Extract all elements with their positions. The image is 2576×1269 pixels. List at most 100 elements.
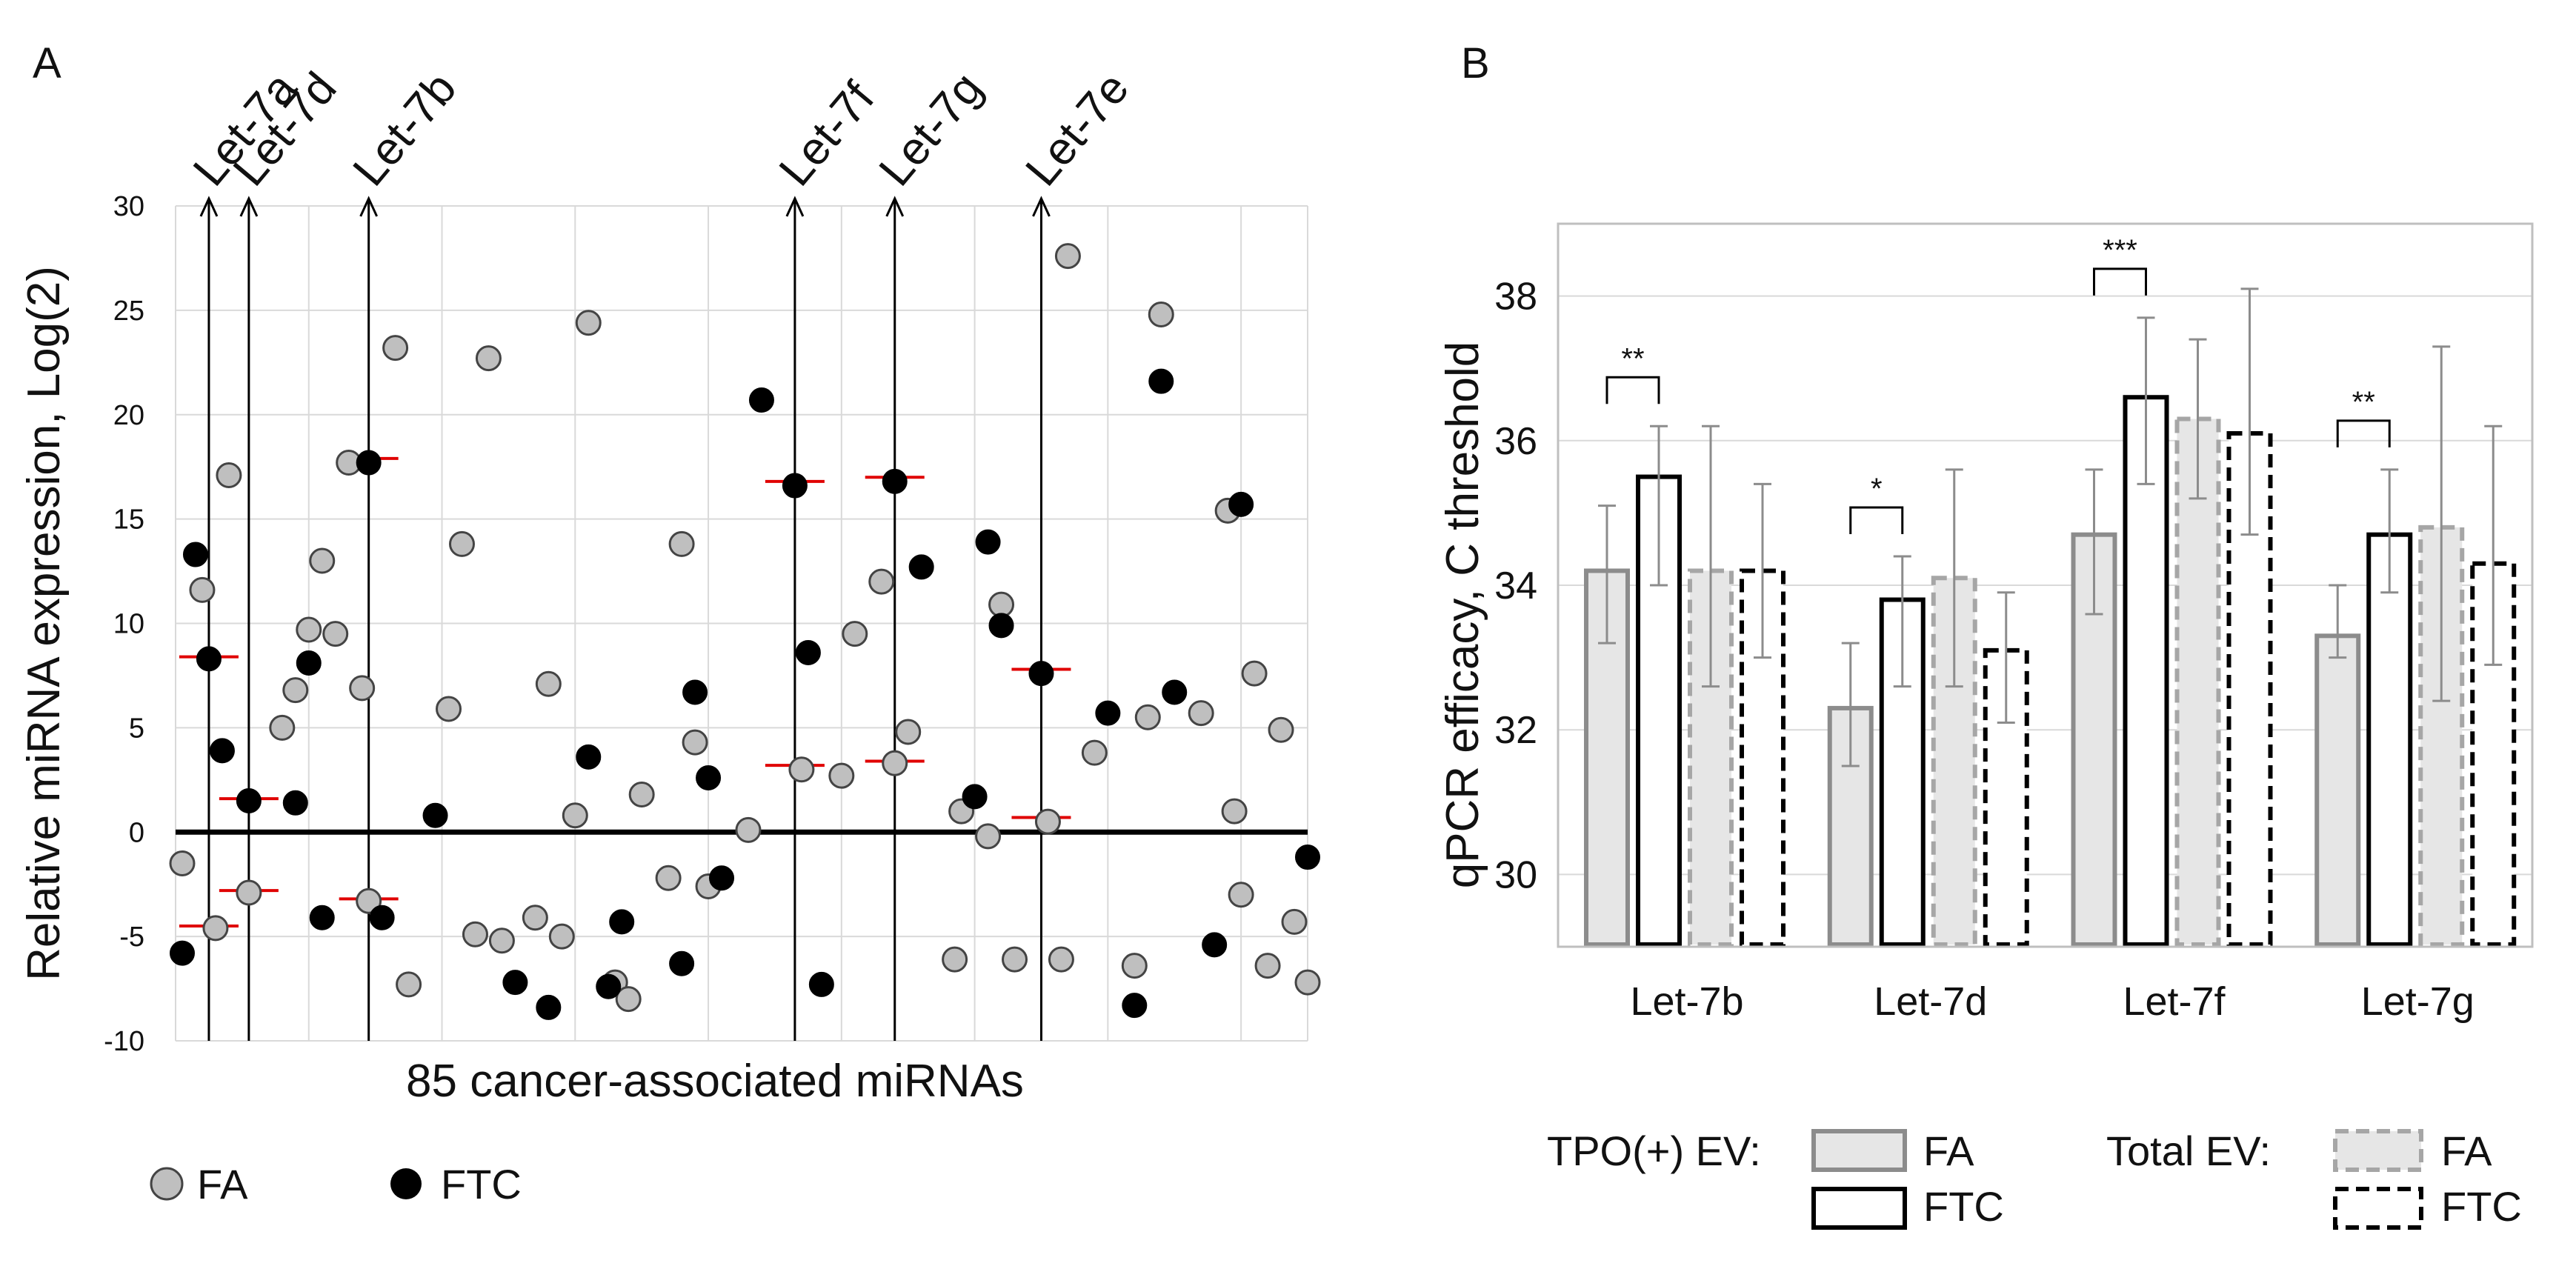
ftc-point <box>576 744 602 770</box>
significance-bracket <box>1605 376 1660 404</box>
ftc-point <box>1228 491 1254 517</box>
y-tick-label-b: 34 <box>1494 564 1537 607</box>
y-tick-label-a: 5 <box>129 713 144 744</box>
fa-point <box>356 887 382 914</box>
y-tick-label-a: 10 <box>113 609 144 640</box>
ftc-point <box>808 971 834 997</box>
fa-point <box>868 568 895 595</box>
fa-point <box>282 677 309 704</box>
legend-total-ftc-swatch <box>2333 1187 2423 1230</box>
fa-point <box>828 762 855 789</box>
y-tick-label-b: 32 <box>1494 709 1537 752</box>
bar-total-fa <box>2418 524 2465 947</box>
legend-ftc-marker <box>390 1168 422 1199</box>
panel-a-yticks: -10 -5 0 5 10 15 20 25 30 <box>104 191 144 1057</box>
fa-point <box>975 823 1002 850</box>
fa-point <box>382 335 409 362</box>
bar-tpo-ftc <box>2366 532 2413 947</box>
ftc-point <box>422 802 448 828</box>
panel-b-categories: Let-7b Let-7d Let-7f Let-7g <box>1630 979 2474 1024</box>
fa-point <box>269 714 296 741</box>
significance-bracket <box>2093 267 2147 296</box>
y-tick-label-a: 25 <box>113 296 144 327</box>
fa-point <box>436 696 462 722</box>
fa-point <box>615 986 642 1013</box>
legend-a: FA FTC <box>150 1161 522 1208</box>
fa-point <box>655 865 682 891</box>
fa-point <box>349 675 376 702</box>
ftc-point <box>309 905 335 930</box>
legend-tpo-label: TPO(+) EV: <box>1547 1128 1761 1174</box>
fa-point <box>1221 798 1248 825</box>
y-tick-label-a: 0 <box>129 817 144 848</box>
fa-point <box>236 879 262 906</box>
ftc-point <box>1122 993 1148 1019</box>
ftc-point <box>196 646 222 672</box>
panel-a-label: A <box>33 39 61 87</box>
ftc-point <box>609 909 635 935</box>
fa-point <box>788 756 815 783</box>
fa-point <box>1054 243 1081 270</box>
fa-point <box>189 576 216 603</box>
fa-point <box>1148 302 1174 328</box>
category-label: Let-7g <box>2361 979 2475 1024</box>
fa-point <box>895 719 922 745</box>
fa-point <box>1268 716 1294 743</box>
ftc-point <box>748 387 774 413</box>
legend-tpo-fa-swatch <box>1811 1129 1907 1172</box>
fa-point <box>322 621 349 647</box>
annotation-arrowhead <box>1032 196 1051 217</box>
ftc-point <box>596 973 622 999</box>
panel-b-errorbars <box>1598 287 2503 767</box>
fa-point <box>1188 700 1214 727</box>
ftc-point <box>795 639 821 665</box>
ftc-point <box>1162 679 1188 705</box>
fa-point <box>1281 908 1308 935</box>
legend-fa-label: FA <box>197 1161 248 1208</box>
legend-ftc-label: FTC <box>441 1161 522 1208</box>
ftc-point <box>182 542 208 567</box>
annotation-arrowhead <box>359 196 379 217</box>
fa-point <box>548 923 575 950</box>
legend-total-ftc-label: FTC <box>2441 1183 2522 1230</box>
legend-fa-marker <box>150 1167 184 1201</box>
significance-label: ** <box>2352 386 2375 419</box>
fa-point <box>169 850 196 877</box>
y-tick-label-b: 38 <box>1494 276 1537 319</box>
legend-total-label: Total EV: <box>2106 1128 2271 1174</box>
fa-point <box>202 915 229 942</box>
fa-point <box>562 802 588 829</box>
fa-point <box>1241 660 1268 687</box>
significance-bracket <box>2336 419 2391 447</box>
ftc-point <box>502 970 528 996</box>
ftc-point <box>209 738 235 764</box>
panel-a-markers <box>179 456 1071 928</box>
fa-point <box>1121 953 1148 979</box>
y-tick-label-b: 36 <box>1494 420 1537 463</box>
ftc-point <box>782 473 808 499</box>
fa-point <box>296 616 322 643</box>
ftc-point <box>962 784 988 810</box>
fa-point <box>488 927 515 954</box>
ftc-point <box>296 650 322 676</box>
ftc-point <box>696 765 722 790</box>
category-label: Let-7b <box>1630 979 1743 1024</box>
ftc-point <box>882 468 908 494</box>
ftc-point <box>682 679 708 705</box>
fa-point <box>1048 946 1074 973</box>
fa-point <box>1034 808 1061 835</box>
fa-point <box>475 345 502 372</box>
y-tick-label-a: 15 <box>113 504 144 536</box>
ftc-point <box>369 905 395 930</box>
fa-point <box>882 750 908 776</box>
ftc-point <box>1295 845 1320 870</box>
fa-point <box>396 971 422 998</box>
bar-tpo-fa <box>2071 532 2117 947</box>
ftc-point <box>282 790 308 816</box>
category-label: Let-7f <box>2123 979 2226 1024</box>
fa-point <box>1002 946 1028 973</box>
annotation-label: Let-7g <box>870 63 993 196</box>
